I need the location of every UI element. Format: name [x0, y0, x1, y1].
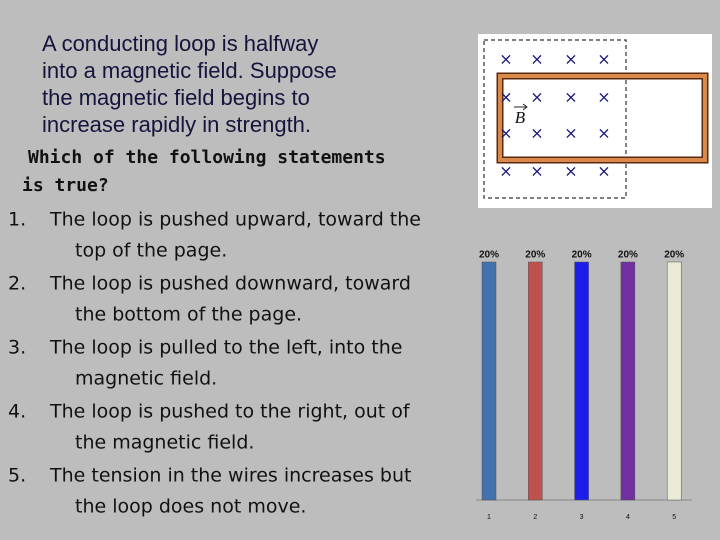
prompt-line: Which of the following statements [28, 147, 386, 168]
bar [481, 261, 497, 501]
title-line: into a magnetic field. Suppose [42, 58, 337, 83]
field-symbol: × [597, 162, 610, 181]
field-symbol: × [499, 162, 512, 181]
value-label: 20% [479, 250, 499, 261]
loop [498, 74, 707, 162]
field-boundary [483, 39, 627, 199]
option-number: 5. [8, 465, 26, 487]
field-label: B [515, 108, 526, 127]
option-number: 3. [8, 337, 26, 359]
field-symbol: × [530, 50, 543, 69]
bar [528, 261, 543, 501]
value-label: 20% [664, 250, 684, 261]
bar [666, 261, 682, 501]
option-line: top of the page. [75, 240, 227, 262]
field-symbol: × [597, 50, 610, 69]
field-symbol: × [597, 88, 610, 107]
category-label: 2 [533, 514, 537, 521]
title-line: A conducting loop is halfway [42, 31, 318, 56]
field-symbol: × [499, 50, 512, 69]
category-label: 4 [626, 514, 630, 521]
field-symbol: × [499, 88, 512, 107]
option-number: 2. [8, 273, 26, 295]
category-label: 1 [487, 514, 491, 521]
title-line: the magnetic field begins to [42, 85, 310, 110]
bar [574, 261, 589, 501]
option-line: the bottom of the page. [75, 304, 302, 326]
field-symbol: × [499, 124, 512, 143]
option-line: The loop is pulled to the left, into the [49, 337, 402, 359]
option-line: The tension in the wires increases but [49, 465, 411, 487]
field-symbol: × [564, 162, 577, 181]
field-symbol: × [530, 124, 543, 143]
category-label: 5 [672, 514, 676, 521]
option-line: The loop is pushed downward, toward [49, 273, 411, 295]
option-line: magnetic field. [75, 368, 217, 390]
value-label: 20% [525, 250, 545, 261]
value-label: 20% [572, 250, 592, 261]
option-line: the magnetic field. [75, 432, 254, 454]
field-symbol: × [597, 124, 610, 143]
prompt-line: is true? [22, 175, 109, 196]
option-number: 1. [8, 209, 26, 231]
option-number: 4. [8, 401, 26, 423]
bar [620, 261, 636, 501]
field-symbol: × [564, 88, 577, 107]
option-line: the loop does not move. [75, 496, 306, 518]
option-line: The loop is pushed to the right, out of [49, 401, 411, 423]
vector-arrow-head [522, 103, 528, 111]
option-line: The loop is pushed upward, toward the [49, 209, 421, 231]
category-label: 3 [580, 514, 584, 521]
diagram-panel [478, 34, 712, 208]
field-symbol: × [530, 162, 543, 181]
field-symbol: × [564, 50, 577, 69]
title-line: increase rapidly in strength. [42, 112, 311, 137]
field-symbol: × [564, 124, 577, 143]
value-label: 20% [618, 250, 638, 261]
field-symbol: × [530, 88, 543, 107]
